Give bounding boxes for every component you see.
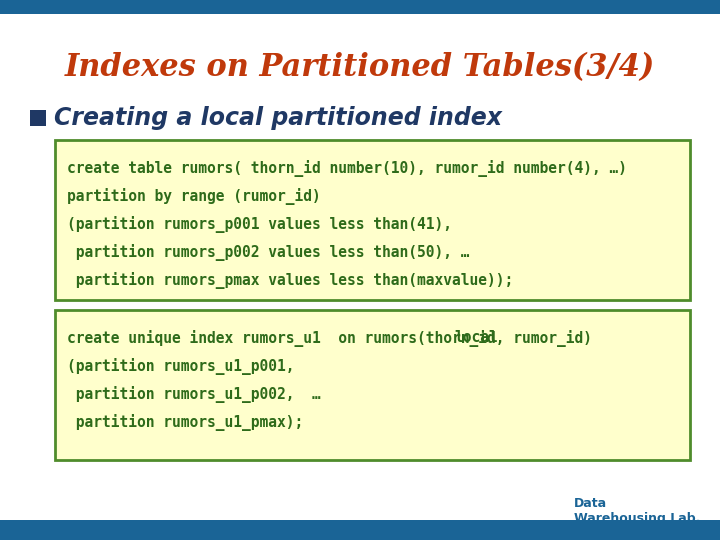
Bar [0, 520, 720, 540]
Text: partition rumors_pmax values less than(maxvalue));: partition rumors_pmax values less than(m… [67, 272, 513, 289]
Text: local: local [454, 330, 498, 345]
Bar [55, 140, 690, 300]
Text: Indexes on Partitioned Tables(3/4): Indexes on Partitioned Tables(3/4) [65, 52, 655, 84]
Text: (partition rumors_p001 values less than(41),: (partition rumors_p001 values less than(… [67, 216, 452, 233]
Text: create table rumors( thorn_id number(10), rumor_id number(4), …): create table rumors( thorn_id number(10)… [67, 160, 627, 177]
Text: partition rumors_u1_pmax);: partition rumors_u1_pmax); [67, 414, 303, 431]
Text: (partition rumors_u1_p001,: (partition rumors_u1_p001, [67, 358, 294, 375]
Text: partition rumors_u1_p002,  …: partition rumors_u1_p002, … [67, 386, 320, 403]
Text: Data
Warehousing Lab.: Data Warehousing Lab. [574, 497, 700, 525]
Bar [55, 310, 690, 460]
Text: create unique index rumors_u1  on rumors(thorn_id, rumor_id): create unique index rumors_u1 on rumors(… [67, 330, 600, 347]
Bar [0, 0, 720, 14]
Text: partition by range (rumor_id): partition by range (rumor_id) [67, 188, 320, 205]
Bar [30, 110, 46, 126]
Text: partition rumors_p002 values less than(50), …: partition rumors_p002 values less than(5… [67, 244, 469, 261]
Text: Creating a local partitioned index: Creating a local partitioned index [54, 106, 502, 130]
